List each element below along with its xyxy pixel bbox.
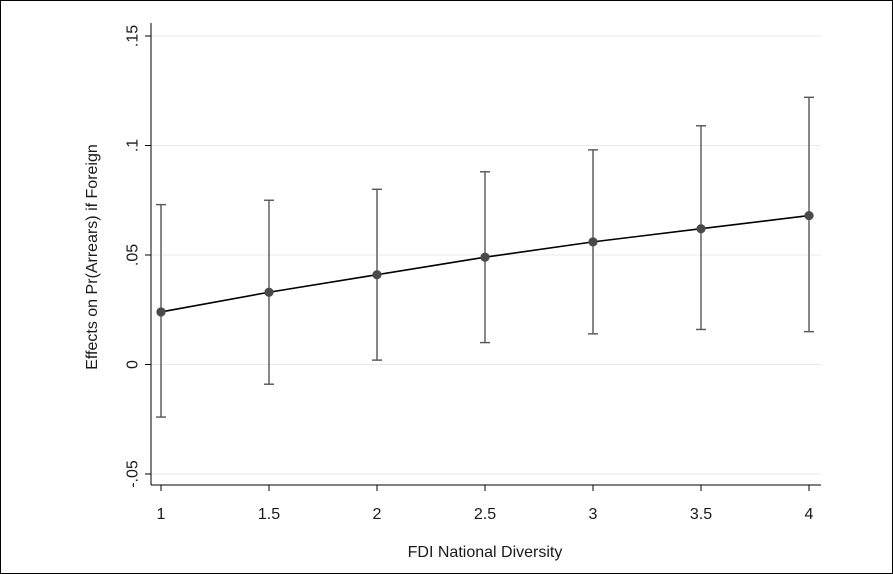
y-tick-label: 0	[125, 360, 142, 369]
x-axis-title: FDI National Diversity	[408, 544, 563, 561]
data-point	[480, 252, 490, 262]
y-tick-label: .1	[125, 139, 142, 152]
x-tick-label: 2	[373, 506, 382, 523]
data-point	[696, 224, 706, 234]
y-axis-title: Effects on Pr(Arrears) if Foreign	[84, 144, 101, 370]
data-point	[156, 307, 166, 317]
axes-layer	[150, 23, 821, 486]
point-layer	[156, 210, 814, 317]
y-tick-label: .05	[125, 244, 142, 266]
x-tick-label: 2.5	[474, 506, 496, 523]
data-point	[264, 287, 274, 297]
data-point	[804, 210, 814, 221]
data-point	[588, 237, 598, 247]
x-tick-label: 1	[157, 506, 166, 523]
data-point	[372, 270, 382, 280]
y-tick-label: -.05	[125, 460, 142, 488]
y-tick-label: .15	[125, 25, 142, 47]
x-tick-label: 1.5	[258, 506, 280, 523]
x-tick-label: 3.5	[690, 506, 712, 523]
x-tick-label: 4	[805, 506, 814, 523]
x-tick-label: 3	[589, 506, 598, 523]
ticks-layer: -.05 0 .05 .1 .15 1 1.5 2 2.5 3 3.5 4	[125, 25, 814, 523]
